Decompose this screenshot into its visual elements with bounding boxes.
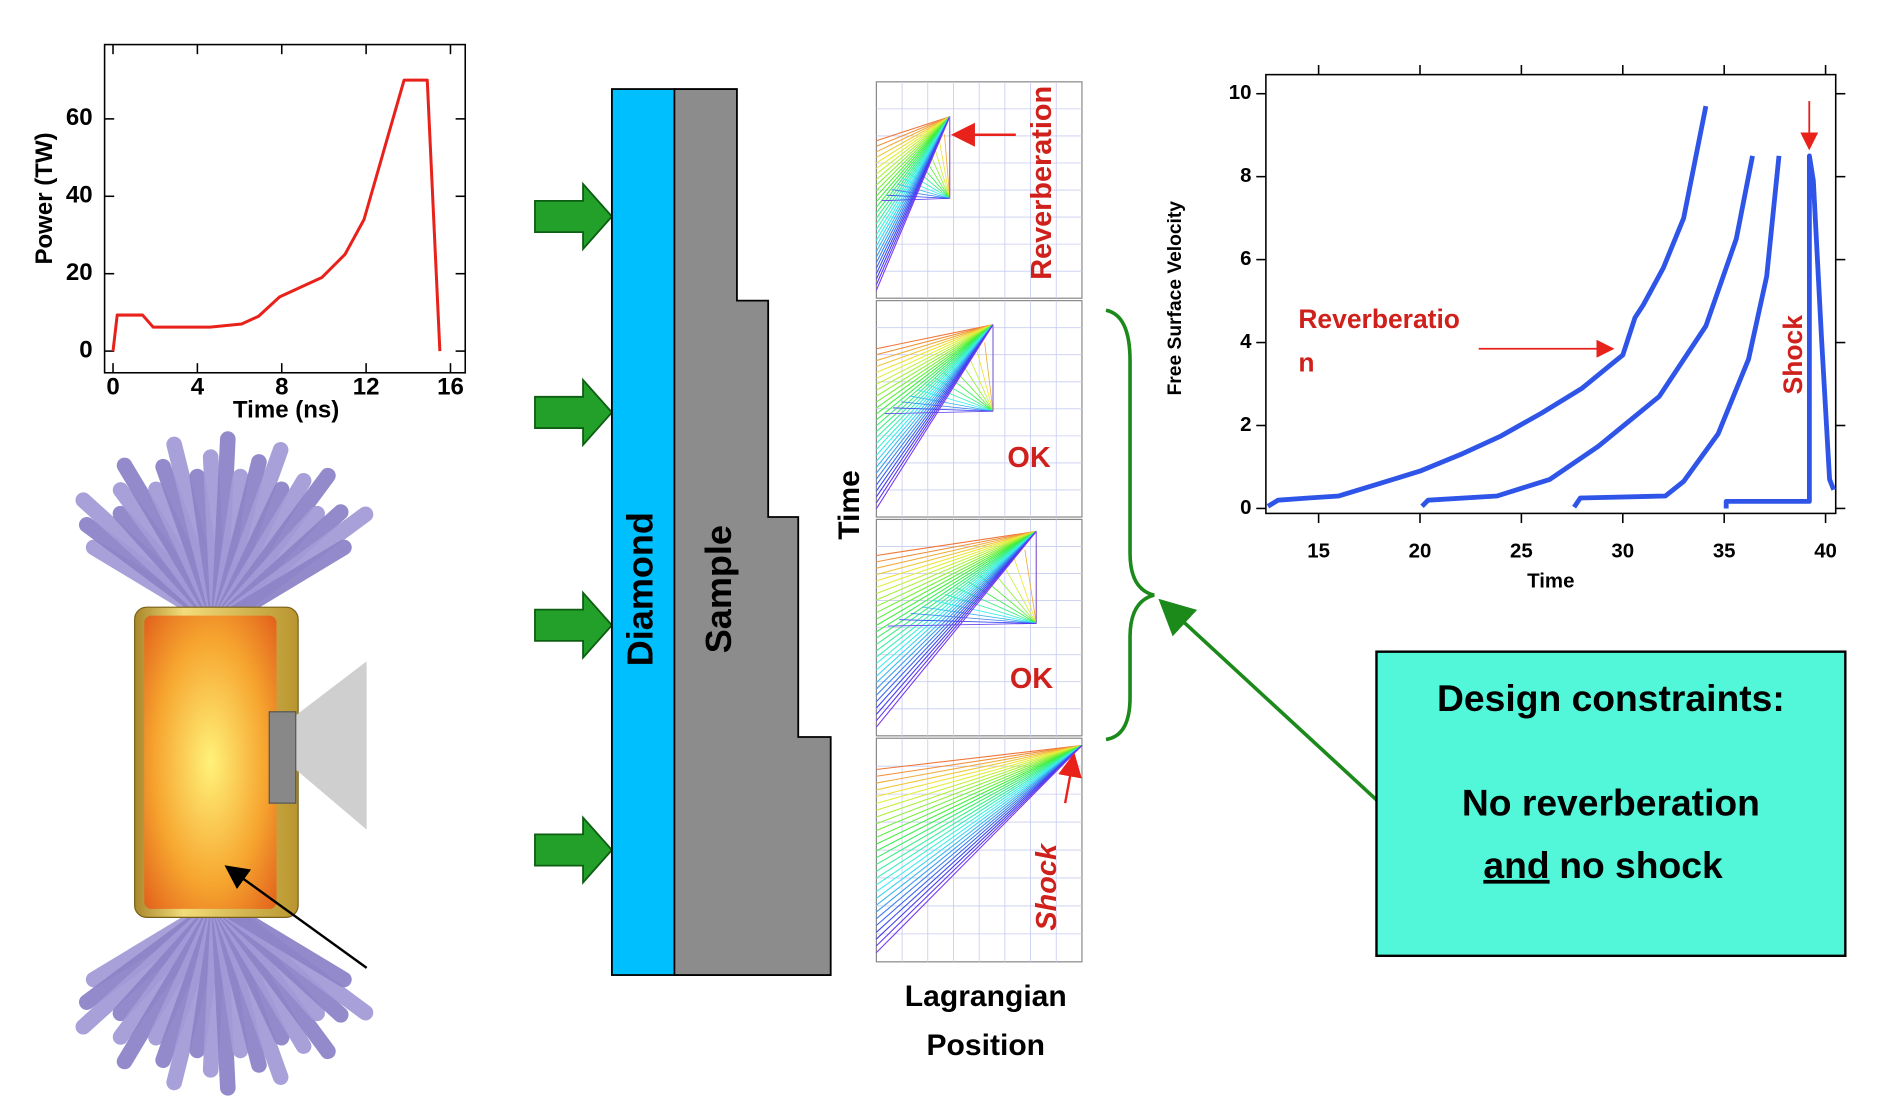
x-tick-label: 20 [1409,540,1432,562]
data-line [113,80,440,351]
simulation-panels: Reverberation OK OK Shock [876,82,1082,962]
callout-title: Design constraints: [1437,677,1785,719]
diagnostic-window [296,661,367,829]
sample-label: Sample [698,525,739,653]
x-tick-label: 16 [437,374,464,401]
y-tick-label: 20 [66,259,93,286]
plot-frame [1266,75,1836,514]
x-tick-label: 30 [1611,540,1634,562]
sim-x-label: Lagrangian [905,980,1067,1013]
drive-arrow [535,593,612,658]
sample-port [269,712,295,803]
green-pointer [1164,604,1380,804]
diamond-label: Diamond [620,512,661,666]
plot-frame [105,45,466,373]
annotation: n [1298,347,1314,377]
y-tick-label: 4 [1240,331,1252,353]
sim-x-label: Position [927,1029,1046,1062]
y-tick-label: 2 [1240,414,1251,436]
sim-panel-label: OK [1007,442,1050,474]
annotation: Reverberatio [1298,304,1460,334]
sim-panel-label: OK [1010,663,1053,695]
hohlraum-interior [144,616,276,909]
y-tick-label: 8 [1240,165,1251,187]
brace [1106,310,1154,739]
x-tick-label: 0 [106,374,119,401]
x-tick-label: 12 [353,374,380,401]
y-tick-label: 6 [1240,248,1251,270]
callout-text: and [1483,844,1549,886]
y-tick-label: 0 [79,336,92,363]
x-tick-label: 25 [1510,540,1533,562]
x-tick-label: 4 [191,374,205,401]
drive-arrow [535,380,612,445]
y-axis-label: Power (TW) [31,132,58,264]
x-tick-label: 15 [1307,540,1330,562]
sim-y-label: Time [833,470,866,540]
x-axis-label: Time (ns) [233,397,339,424]
y-tick-label: 60 [66,104,93,131]
y-tick-label: 10 [1229,82,1252,104]
green-arrows [535,184,612,882]
slide: Diamond Sample ReverberationOKOKShock Ti… [0,0,1885,1117]
y-tick-label: 40 [66,182,93,209]
annotation: Shock [1778,315,1808,395]
drive-arrow [535,818,612,883]
callout-text: No reverberation [1462,781,1760,823]
data-line [1574,156,1779,507]
hohlraum-illustration [83,439,366,1088]
sim-panel-label: Shock [1031,842,1063,931]
sim-panel-label: Reverberation [1026,86,1058,280]
drive-arrow [535,184,612,249]
x-axis-label: Time [1527,570,1574,592]
y-axis-label: Free Surface Velocity [1165,201,1186,396]
x-tick-label: 35 [1713,540,1736,562]
callout-text: no shock [1559,844,1723,886]
x-tick-label: 40 [1814,540,1837,562]
y-tick-label: 0 [1240,497,1251,519]
